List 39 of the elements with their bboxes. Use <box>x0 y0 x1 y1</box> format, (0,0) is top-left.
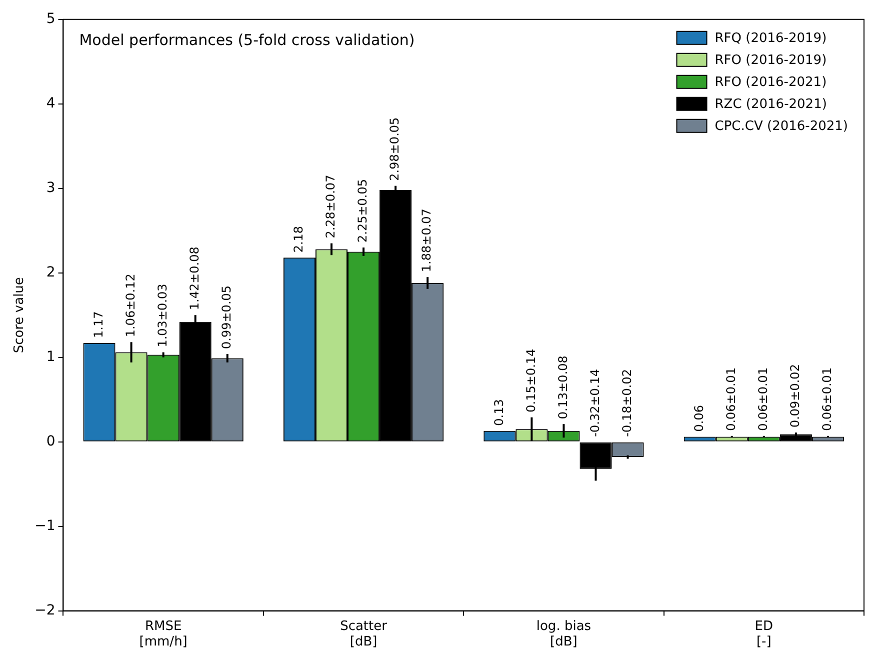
legend-label: RFQ (2016-2019) <box>714 30 827 46</box>
data-label: 0.15±0.14 <box>524 348 538 412</box>
y-tick-label: 2 <box>46 264 56 280</box>
data-label: 2.98±0.05 <box>388 117 402 181</box>
y-tick-label: 4 <box>46 96 56 112</box>
data-label: 2.18 <box>292 226 306 253</box>
data-label: 1.42±0.08 <box>187 246 202 310</box>
data-label: -0.18±0.02 <box>620 369 634 437</box>
legend-label: RFO (2016-2021) <box>714 74 827 90</box>
x-tick-label: Scatter [dB] <box>340 618 388 650</box>
data-label: 0.99±0.05 <box>220 285 234 349</box>
x-tick-label: ED [-] <box>754 618 774 650</box>
y-tick-label: 1 <box>46 348 56 365</box>
text: Model performances (5-fold cross validation) <box>79 30 415 49</box>
y-tick-label: 3 <box>46 180 56 196</box>
legend-label: RFO (2016-2019) <box>714 52 827 68</box>
y-tick-label: −1 <box>34 518 56 534</box>
x-tick-label: log. bias [dB] <box>536 618 592 650</box>
legend-label: CPC.CV (2016-2021) <box>714 118 848 134</box>
legend-label: RZC (2016-2021) <box>714 96 827 112</box>
data-label: 2.25±0.05 <box>356 179 370 243</box>
x-tick-label: RMSE [mm/h] <box>139 618 188 650</box>
data-label: 0.06±0.01 <box>724 367 738 431</box>
y-axis-title: Score value <box>12 277 28 354</box>
data-label: 0.13±0.08 <box>556 356 570 420</box>
data-label: 0.06 <box>692 405 706 432</box>
data-label: 0.06±0.01 <box>820 367 834 431</box>
data-label: 1.17 <box>91 311 106 338</box>
data-label: 0.06±0.01 <box>756 367 770 431</box>
data-label: 1.06±0.12 <box>123 274 138 338</box>
data-label: 1.88±0.07 <box>420 208 434 272</box>
data-label: 0.09±0.02 <box>788 364 802 428</box>
data-label: 2.28±0.07 <box>324 174 338 238</box>
data-label: 0.13 <box>492 399 506 426</box>
y-tick-label: 5 <box>46 11 56 28</box>
data-label: 1.03±0.03 <box>155 284 170 348</box>
data-label: -0.32±0.14 <box>588 369 602 437</box>
y-tick-label: 0 <box>46 433 56 450</box>
y-tick-label: −2 <box>34 602 56 618</box>
